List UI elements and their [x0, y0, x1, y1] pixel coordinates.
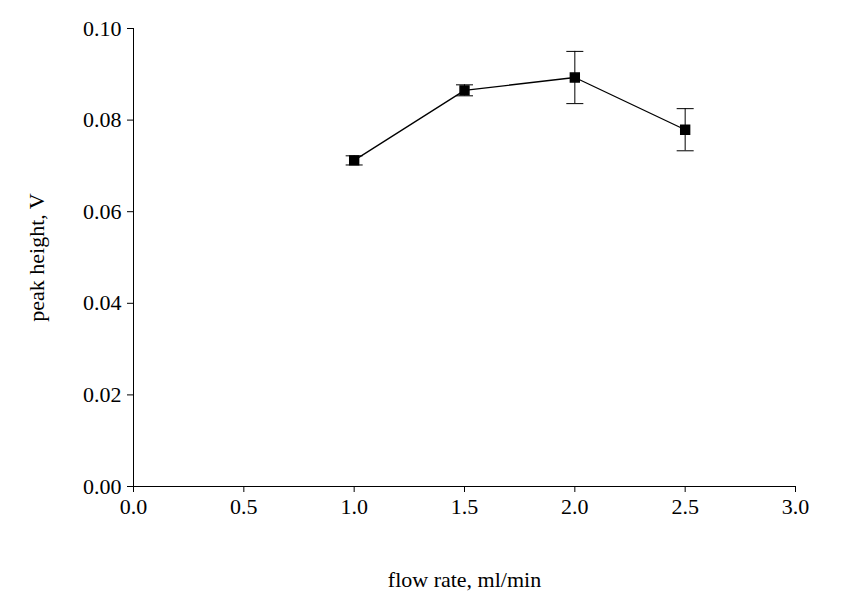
svg-text:0.02: 0.02 — [83, 382, 122, 407]
svg-text:peak height, V: peak height, V — [24, 193, 49, 322]
svg-text:2.5: 2.5 — [671, 494, 699, 519]
svg-text:0.10: 0.10 — [83, 16, 122, 41]
svg-text:0.04: 0.04 — [83, 290, 122, 315]
svg-text:flow rate, ml/min: flow rate, ml/min — [388, 567, 541, 592]
svg-text:0.00: 0.00 — [83, 474, 122, 499]
svg-text:0.5: 0.5 — [230, 494, 257, 519]
svg-text:3.0: 3.0 — [782, 494, 810, 519]
svg-text:1.5: 1.5 — [451, 494, 479, 519]
svg-text:0.06: 0.06 — [83, 199, 122, 224]
svg-text:0.0: 0.0 — [120, 494, 148, 519]
svg-text:1.0: 1.0 — [340, 494, 368, 519]
svg-text:0.08: 0.08 — [83, 107, 122, 132]
svg-text:2.0: 2.0 — [561, 494, 589, 519]
